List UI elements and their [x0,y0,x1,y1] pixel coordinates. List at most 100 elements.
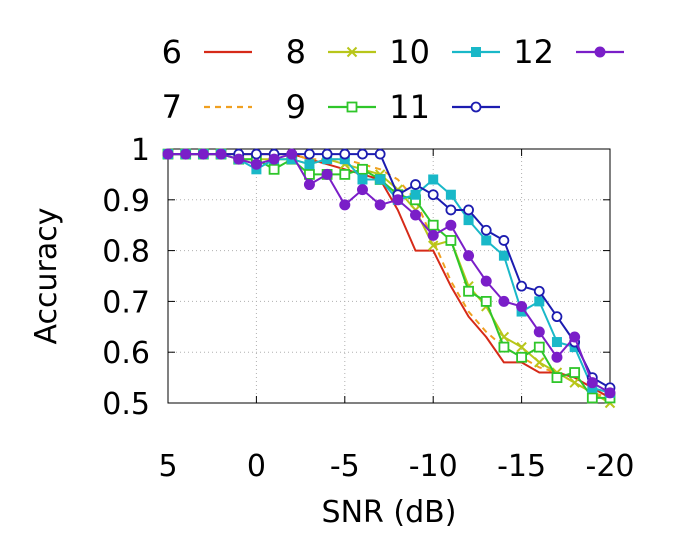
data-point [516,351,527,363]
legend: 6 7 8 9 10 11 12 [162,33,624,126]
data-point [428,174,439,185]
plot-frame [167,148,611,404]
y-tick-label: 1 [131,133,150,168]
y-tick-label: 0.8 [102,235,150,270]
data-point [392,194,404,206]
legend-label: 12 [513,33,554,71]
data-point [463,204,474,216]
legend-marker [470,101,482,113]
data-point [516,341,527,353]
data-point [569,377,580,388]
data-point [427,219,439,231]
data-point [321,148,333,160]
y-tick-label: 0.6 [102,336,150,371]
data-point [374,148,386,160]
data-point [516,280,527,292]
x-tick-label: -5 [330,449,360,484]
data-point [268,153,280,165]
data-point [551,311,563,323]
legend-marker [471,47,481,57]
data-point [286,148,298,160]
data-point [427,240,439,251]
data-point [303,179,315,191]
legend-item-6: 6 [162,33,252,71]
data-point [375,174,386,185]
data-point [215,148,227,160]
x-tick-label: -20 [586,449,635,484]
data-point [463,250,475,262]
series-9 [162,148,616,404]
legend-item-11: 11 [389,88,500,126]
data-point [445,219,457,231]
data-point [480,275,492,287]
legend-label: 9 [286,88,306,126]
x-tick-label: -15 [497,449,546,484]
data-point [304,159,315,170]
data-point [498,295,510,307]
legend-item-7: 7 [162,88,252,126]
data-point [480,295,492,307]
data-point [357,163,368,175]
x-axis-title: SNR (dB) [322,495,457,530]
data-point [551,351,563,363]
y-tick-labels: 0.5 0.6 0.7 0.8 0.9 1 [102,133,150,422]
data-point [410,189,421,200]
legend-item-12: 12 [513,33,624,71]
data-point [534,296,545,307]
data-point [463,285,474,297]
data-point [498,235,510,246]
data-point [410,179,421,190]
data-point [427,189,439,201]
y-tick-label: 0.7 [102,285,150,320]
legend-item-8: 8 [286,33,376,71]
data-point [357,148,368,160]
data-point [604,387,616,399]
data-point [233,153,245,165]
data-point [481,235,492,246]
legend-marker [594,46,606,58]
data-point [250,158,262,170]
series-layer [162,148,616,409]
data-point [516,300,528,312]
data-point [162,148,174,160]
data-point [498,341,510,353]
legend-item-10: 10 [389,33,500,71]
data-point [339,148,351,160]
data-point [410,209,422,221]
data-point [180,148,192,160]
x-tick-label: 5 [158,449,177,484]
data-point [445,204,457,216]
series-line-10 [168,153,611,394]
x-tick-label: -10 [409,449,458,484]
data-point [551,337,562,348]
legend-label: 6 [162,33,182,71]
data-point [268,163,280,175]
data-point [445,235,457,246]
legend-item-9: 9 [286,88,376,126]
data-point [569,367,581,378]
data-point [533,285,545,297]
x-tick-labels: 5 0 -5 -10 -15 -20 [158,449,634,484]
data-point [304,148,315,160]
data-point [445,189,456,200]
data-point [339,168,351,180]
data-point [569,331,581,343]
series-12 [162,148,616,399]
legend-label: 11 [389,88,430,126]
y-axis-title: Accuracy [29,208,64,345]
data-point [586,377,598,389]
data-point [374,199,386,211]
legend-marker [346,46,358,58]
data-point [498,250,509,261]
data-point [533,326,545,338]
data-point [339,199,351,211]
data-point [197,148,209,160]
data-point [356,184,368,196]
legend-label: 7 [162,88,182,126]
x-tick-label: 0 [247,449,266,484]
data-point [427,229,439,241]
data-point [534,357,545,368]
legend-marker [346,101,358,113]
data-point [304,168,315,180]
